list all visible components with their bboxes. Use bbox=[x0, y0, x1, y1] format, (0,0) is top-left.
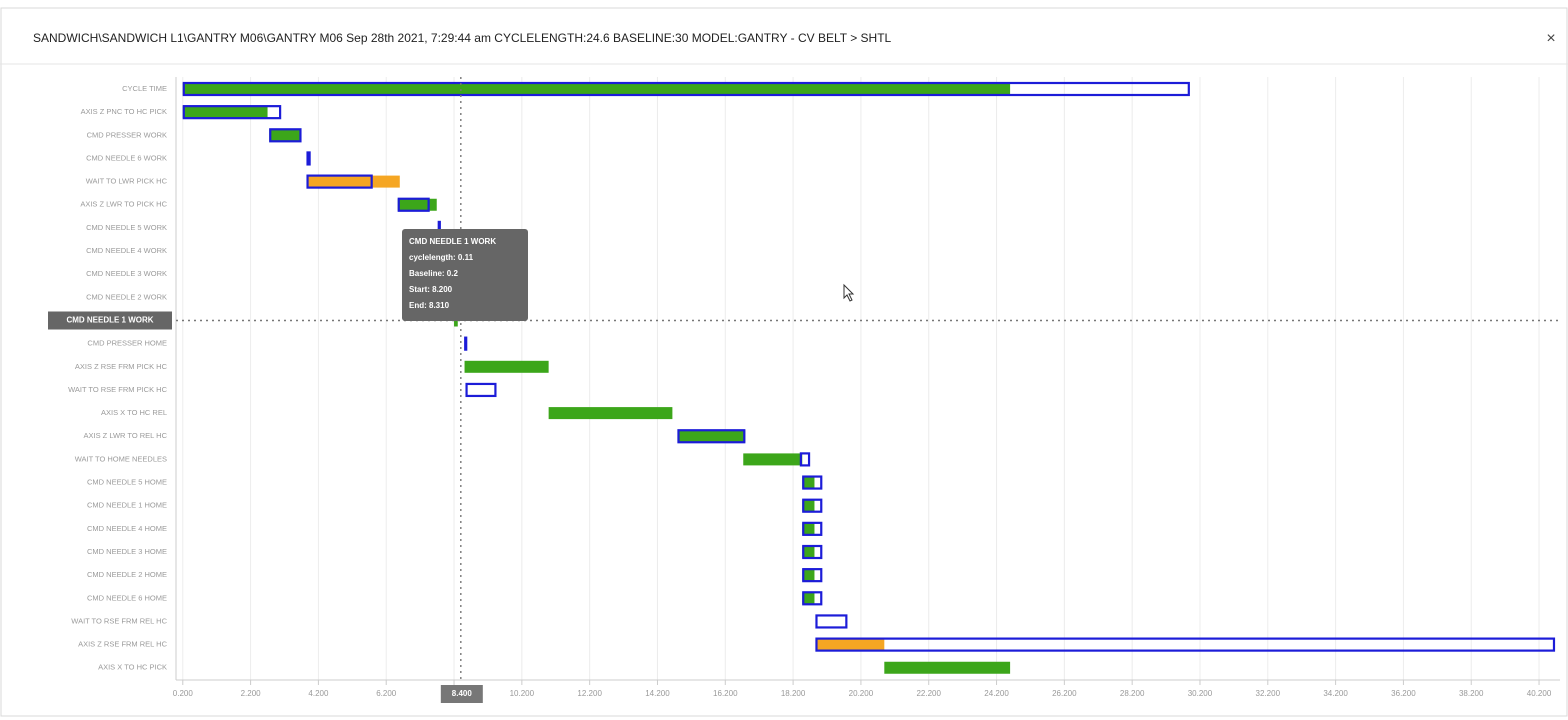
x-tick-label: 0.200 bbox=[173, 689, 194, 698]
y-tick-label: AXIS Z LWR TO PICK HC bbox=[80, 200, 167, 209]
actual-bar bbox=[802, 476, 815, 489]
baseline-bar bbox=[464, 336, 468, 351]
baseline-bar bbox=[815, 637, 1556, 652]
x-tick-label: 26.200 bbox=[1052, 689, 1077, 698]
y-tick-label: CYCLE TIME bbox=[122, 84, 167, 93]
actual-bar bbox=[884, 661, 1011, 674]
x-tick-label: 28.200 bbox=[1120, 689, 1145, 698]
baseline-bar bbox=[802, 475, 823, 490]
x-tick-label: 38.200 bbox=[1459, 689, 1484, 698]
baseline-bar bbox=[306, 151, 311, 166]
y-tick-label: CMD NEEDLE 6 WORK bbox=[86, 153, 167, 162]
y-tick-label: AXIS X TO HC PICK bbox=[98, 663, 167, 672]
baseline-bar bbox=[269, 128, 302, 143]
actual-bar bbox=[743, 453, 803, 466]
y-tick-label: CMD NEEDLE 3 WORK bbox=[86, 269, 167, 278]
x-tick-label: 14.200 bbox=[645, 689, 670, 698]
x-tick-label: 2.200 bbox=[241, 689, 262, 698]
y-tick-label: AXIS Z RSE FRM PICK HC bbox=[75, 362, 168, 371]
actual-bar bbox=[182, 106, 268, 119]
tooltip-line: End: 8.310 bbox=[409, 301, 450, 310]
baseline-bar bbox=[802, 591, 823, 606]
y-tick-label: CMD NEEDLE 5 WORK bbox=[86, 223, 167, 232]
baseline-bar bbox=[677, 429, 746, 444]
y-tick-label: CMD NEEDLE 6 HOME bbox=[87, 593, 167, 602]
x-tick-label: 32.200 bbox=[1256, 689, 1281, 698]
x-tick-label: 40.200 bbox=[1527, 689, 1552, 698]
crosshair-x-label: 8.400 bbox=[452, 689, 473, 698]
actual-bar bbox=[802, 546, 815, 558]
x-tick-label: 10.200 bbox=[510, 689, 535, 698]
y-tick-label: AXIS Z LWR TO REL HC bbox=[84, 431, 168, 440]
actual-bar bbox=[802, 592, 815, 605]
baseline-bar bbox=[799, 452, 811, 467]
crosshair-y-label: CMD NEEDLE 1 WORK bbox=[66, 316, 153, 325]
baseline-bar bbox=[802, 544, 823, 560]
x-tick-label: 6.200 bbox=[376, 689, 397, 698]
crosshair-x-label-bg bbox=[440, 685, 483, 703]
y-tick-label: AXIS Z RSE FRM REL HC bbox=[78, 640, 167, 649]
baseline-bar bbox=[306, 174, 373, 189]
actual-bar bbox=[548, 407, 673, 420]
y-tick-label: CMD NEEDLE 5 HOME bbox=[87, 478, 167, 487]
x-tick-label: 12.200 bbox=[577, 689, 602, 698]
actual-bar bbox=[815, 638, 885, 651]
baseline-bar bbox=[802, 498, 823, 513]
tooltip-line: Start: 8.200 bbox=[409, 285, 453, 294]
y-tick-label: CMD PRESSER HOME bbox=[87, 339, 167, 348]
y-tick-label: WAIT TO LWR PICK HC bbox=[86, 177, 168, 186]
x-tick-label: 18.200 bbox=[781, 689, 806, 698]
baseline-bar bbox=[397, 197, 430, 212]
baseline-bar bbox=[815, 614, 848, 629]
modal bbox=[0, 7, 1568, 717]
x-tick-label: 22.200 bbox=[916, 689, 941, 698]
actual-bar bbox=[306, 175, 400, 188]
y-tick-label: CMD PRESSER WORK bbox=[87, 130, 167, 139]
actual-bar bbox=[397, 198, 437, 211]
x-tick-label: 20.200 bbox=[849, 689, 874, 698]
actual-bar bbox=[802, 499, 815, 512]
tooltip-title: CMD NEEDLE 1 WORK bbox=[409, 237, 496, 246]
x-tick-label: 4.200 bbox=[308, 689, 329, 698]
tooltip-line: cyclelength: 0.11 bbox=[409, 253, 474, 262]
baseline-bar bbox=[182, 105, 282, 120]
x-tick-label: 16.200 bbox=[713, 689, 738, 698]
y-tick-label: WAIT TO RSE FRM REL HC bbox=[71, 616, 167, 625]
baseline-bar bbox=[802, 568, 823, 583]
tooltip bbox=[402, 229, 528, 321]
x-tick-label: 30.200 bbox=[1188, 689, 1213, 698]
actual-bar bbox=[182, 83, 1011, 95]
cursor bbox=[843, 283, 855, 302]
actual-bar bbox=[269, 129, 302, 142]
y-tick-label: AXIS Z PNC TO HC PICK bbox=[81, 107, 167, 116]
actual-bar bbox=[802, 569, 815, 582]
x-tick-label: 36.200 bbox=[1391, 689, 1416, 698]
y-tick-label: CMD NEEDLE 2 WORK bbox=[86, 292, 167, 301]
y-tick-label: WAIT TO HOME NEEDLES bbox=[75, 454, 167, 463]
baseline-bar bbox=[465, 382, 497, 398]
y-tick-label: CMD NEEDLE 4 HOME bbox=[87, 524, 167, 533]
y-tick-label: AXIS X TO HC REL bbox=[101, 408, 167, 417]
tooltip-line: Baseline: 0.2 bbox=[409, 269, 458, 278]
x-tick-label: 34.200 bbox=[1323, 689, 1348, 698]
baseline-bar bbox=[802, 521, 823, 536]
actual-bar bbox=[677, 430, 746, 443]
x-tick-label: 24.200 bbox=[984, 689, 1009, 698]
actual-bar bbox=[802, 522, 815, 535]
close-button[interactable]: × bbox=[1546, 30, 1555, 47]
y-tick-label: CMD NEEDLE 3 HOME bbox=[87, 547, 167, 556]
y-tick-label: WAIT TO RSE FRM PICK HC bbox=[68, 385, 167, 394]
y-tick-label: CMD NEEDLE 2 HOME bbox=[87, 570, 167, 579]
baseline-bar bbox=[182, 81, 1190, 97]
crosshair-y-label-bg bbox=[48, 311, 172, 330]
chart-title: SANDWICH\SANDWICH L1\GANTRY M06\GANTRY M… bbox=[33, 31, 892, 45]
y-tick-label: CMD NEEDLE 1 HOME bbox=[87, 501, 167, 510]
y-tick-label: CMD NEEDLE 4 WORK bbox=[86, 246, 167, 255]
actual-bar bbox=[464, 360, 549, 373]
